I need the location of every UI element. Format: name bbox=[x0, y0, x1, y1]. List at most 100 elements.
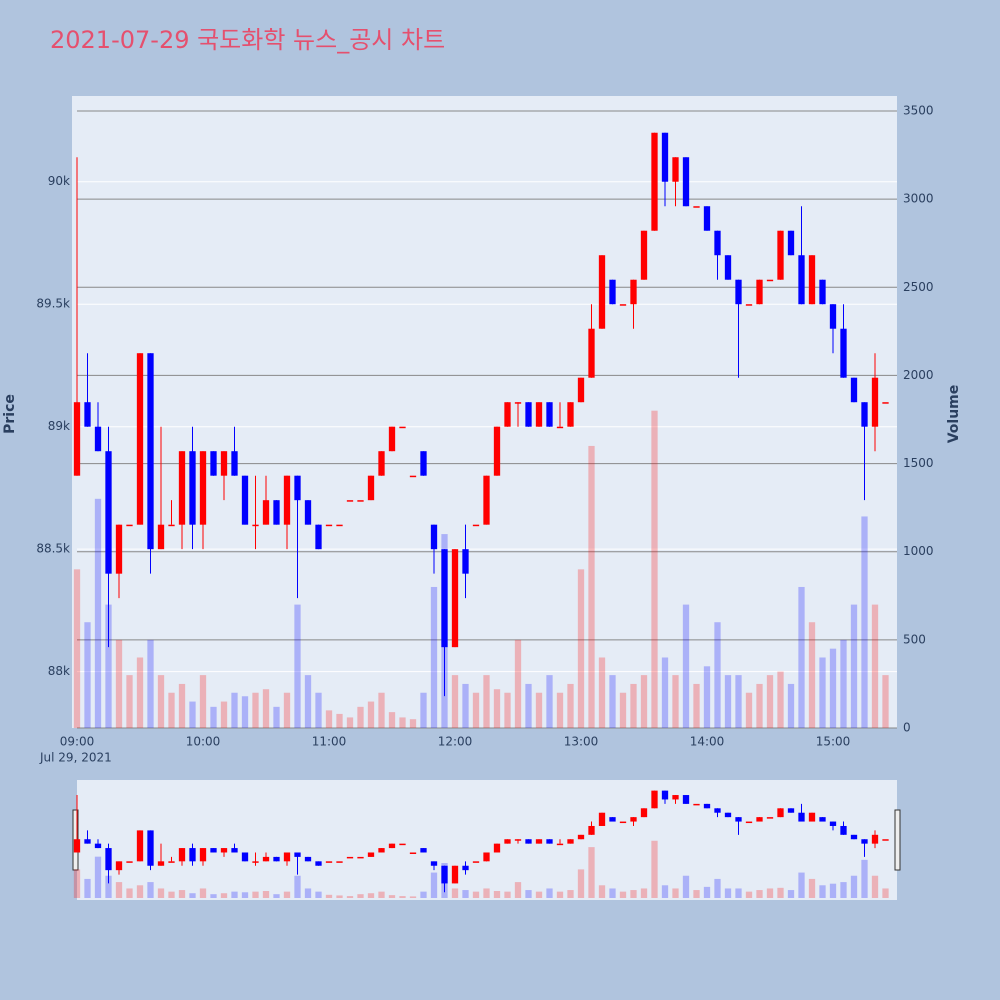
plot-area bbox=[72, 96, 897, 728]
mini-candle-body bbox=[714, 808, 721, 813]
mini-candle-body bbox=[399, 843, 406, 846]
mini-candle-body bbox=[168, 861, 175, 863]
range-slider[interactable] bbox=[77, 780, 897, 900]
candle-body bbox=[787, 230, 795, 256]
mini-candle-body bbox=[283, 852, 291, 862]
mini-volume-bar bbox=[882, 888, 889, 898]
mini-candle-body bbox=[672, 795, 679, 800]
volume-bar bbox=[556, 692, 564, 728]
mini-volume-bar bbox=[819, 885, 826, 898]
mini-candle-body bbox=[462, 865, 469, 871]
candle-body bbox=[808, 255, 816, 305]
mini-volume-bar bbox=[84, 878, 91, 898]
volume-bar bbox=[861, 516, 868, 728]
candle-body bbox=[462, 549, 469, 574]
mini-candle-body bbox=[357, 856, 364, 859]
y2-axis-title: Volume bbox=[946, 385, 962, 444]
mini-volume-bar bbox=[336, 895, 343, 898]
candle-body bbox=[588, 328, 595, 378]
mini-volume-bar bbox=[777, 887, 784, 898]
candle-body bbox=[283, 475, 291, 525]
volume-bar bbox=[157, 675, 165, 728]
mini-volume-bar bbox=[630, 890, 637, 898]
volume-bar bbox=[640, 675, 648, 728]
volume-bar bbox=[766, 675, 774, 728]
mini-volume-bar bbox=[619, 891, 627, 898]
mini-candle-body bbox=[861, 839, 868, 844]
mini-candle-body bbox=[682, 795, 690, 804]
mini-candle-body bbox=[451, 865, 459, 884]
volume-bar bbox=[567, 683, 574, 728]
candle-body bbox=[210, 451, 217, 476]
mini-candle-body bbox=[619, 821, 627, 824]
candle-body bbox=[525, 402, 532, 427]
mini-volume-bar bbox=[115, 882, 123, 898]
candle-body bbox=[724, 255, 732, 280]
mini-volume-bar bbox=[210, 894, 217, 898]
volume-bar bbox=[189, 701, 196, 728]
mini-volume-bar bbox=[430, 872, 438, 898]
y2-tick-label: 1000 bbox=[903, 544, 934, 558]
mini-candle-body bbox=[630, 817, 637, 822]
candle-body bbox=[504, 402, 511, 427]
y-tick-label: 88k bbox=[48, 664, 70, 678]
mini-volume-bar bbox=[840, 882, 847, 898]
candle-body bbox=[703, 206, 711, 231]
mini-candle-body bbox=[556, 843, 564, 846]
candle-body bbox=[829, 304, 837, 329]
volume-bar bbox=[577, 569, 585, 728]
mini-volume-bar bbox=[231, 891, 238, 898]
mini-volume-bar bbox=[94, 856, 102, 898]
candle-body bbox=[126, 524, 133, 527]
candle-body bbox=[357, 500, 364, 502]
mini-volume-bar bbox=[493, 891, 501, 898]
y2-tick-label: 3000 bbox=[903, 192, 934, 206]
mini-candle-body bbox=[483, 852, 490, 862]
range-handle-right[interactable] bbox=[894, 809, 901, 871]
mini-volume-bar bbox=[304, 888, 312, 898]
mini-candle-body bbox=[808, 812, 816, 822]
mini-candle-body bbox=[409, 852, 417, 854]
mini-candle-body bbox=[420, 848, 427, 853]
mini-volume-bar bbox=[871, 875, 879, 898]
candle-body bbox=[367, 475, 375, 501]
volume-bar bbox=[126, 675, 133, 728]
candle-body bbox=[241, 475, 249, 525]
mini-candle-body bbox=[378, 848, 385, 853]
mini-candle-body bbox=[294, 852, 301, 857]
candle-body bbox=[472, 524, 480, 527]
candle-body bbox=[535, 402, 543, 427]
mini-volume-bar bbox=[829, 883, 837, 898]
chart-title: 2021-07-29 국도화학 뉴스_공시 차트 bbox=[50, 26, 445, 54]
mini-candle-body bbox=[430, 861, 438, 866]
volume-bar bbox=[588, 445, 595, 728]
mini-candle-body bbox=[220, 848, 228, 853]
volume-bar bbox=[325, 710, 333, 728]
candle-body bbox=[336, 524, 343, 527]
x-tick-label: 14:00 bbox=[690, 735, 725, 749]
candle-body bbox=[136, 353, 144, 525]
mini-candle-body bbox=[336, 861, 343, 863]
candle-body bbox=[189, 451, 196, 525]
volume-bar bbox=[430, 586, 438, 728]
y-tick-label: 89k bbox=[48, 419, 70, 433]
mini-candle-body bbox=[241, 852, 249, 862]
candle-body bbox=[619, 304, 627, 306]
mini-volume-bar bbox=[798, 872, 805, 898]
volume-bar bbox=[199, 675, 207, 728]
mini-volume-bar bbox=[73, 869, 81, 898]
mini-candle-body bbox=[514, 839, 522, 841]
volume-bar bbox=[745, 692, 753, 728]
mini-volume-bar bbox=[577, 869, 585, 898]
candle-body bbox=[262, 500, 270, 525]
mini-candle-body bbox=[388, 843, 396, 849]
mini-volume-bar bbox=[136, 885, 144, 898]
volume-bar bbox=[682, 604, 690, 728]
y-tick-label: 90k bbox=[48, 174, 70, 188]
volume-bar bbox=[672, 675, 679, 728]
volume-bar bbox=[84, 622, 91, 728]
x-tick-label: 11:00 bbox=[312, 735, 347, 749]
candle-body bbox=[630, 279, 637, 305]
volume-bar bbox=[220, 701, 228, 728]
mini-volume-bar bbox=[556, 891, 564, 898]
